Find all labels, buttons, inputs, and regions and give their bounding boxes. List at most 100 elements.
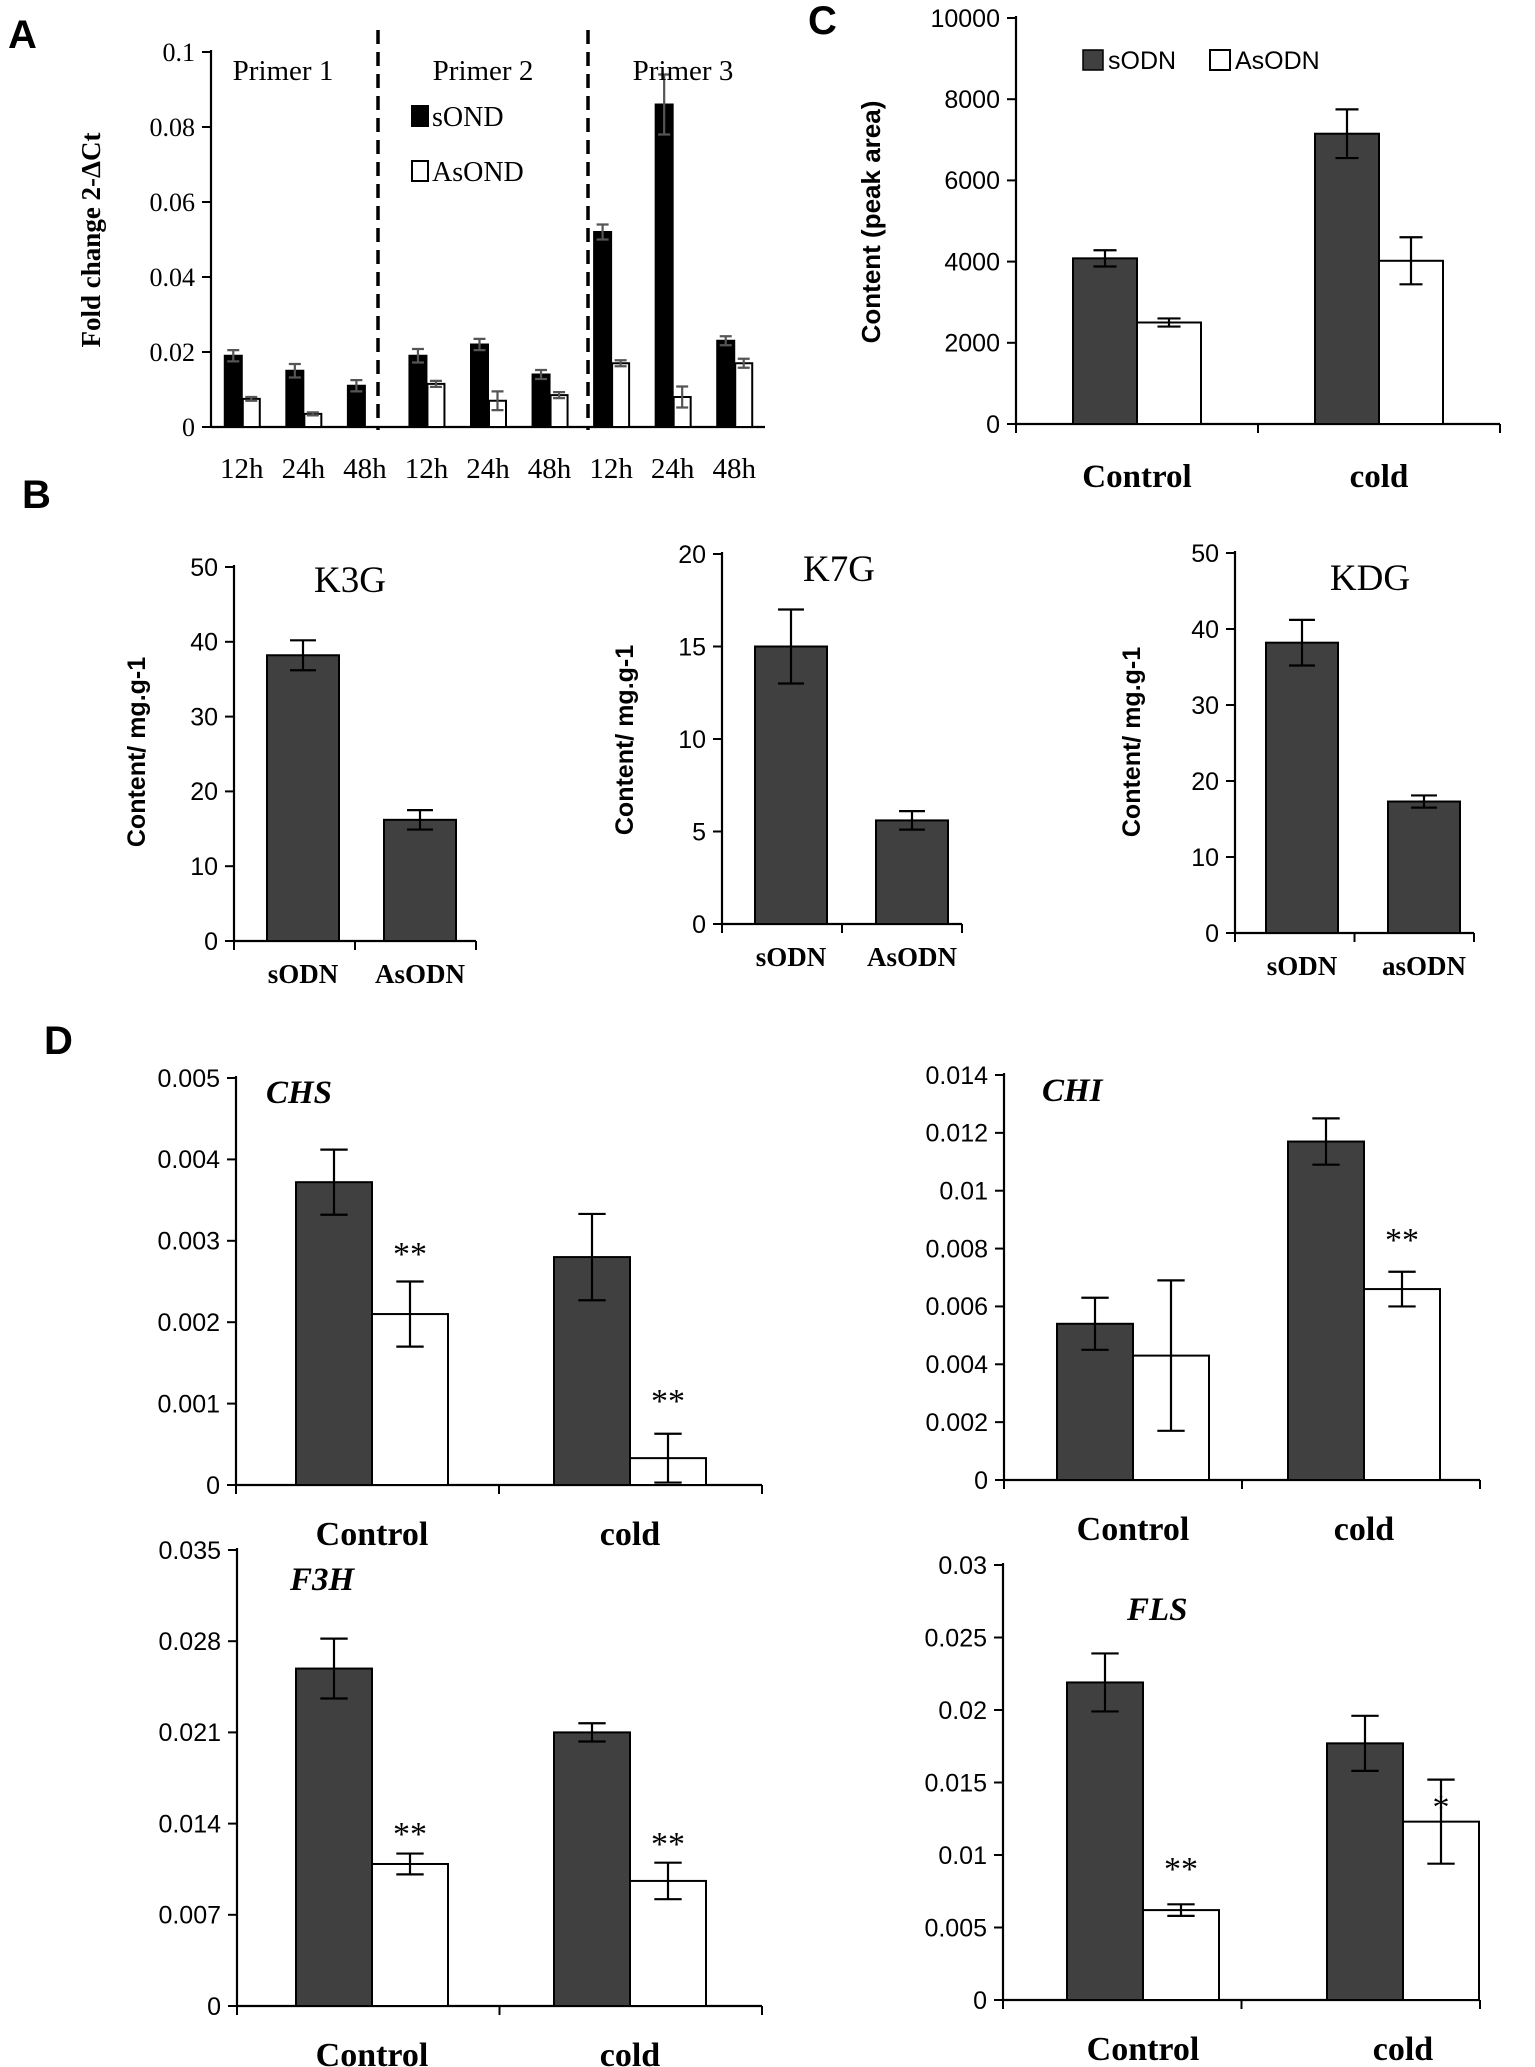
- y-tick-label: 0.03: [938, 1552, 987, 1580]
- y-tick-label: 4000: [944, 248, 1000, 276]
- bar-asodn: [371, 1862, 449, 2007]
- bar-sodn-error-bar: [1091, 1652, 1119, 1713]
- chart-b-k3g: 0 10 20 30 40 50 sODN AsODN K3G Content/ mg.g-1: [123, 554, 477, 989]
- y-tick-label: 0.005: [924, 1914, 987, 1942]
- y-tick-label: 0.006: [925, 1293, 988, 1321]
- y-tick-label: 0.012: [925, 1120, 988, 1148]
- x-tick-label: cold: [1350, 459, 1409, 495]
- y-tick-label: 0.007: [158, 1902, 221, 1930]
- bar-asodn-error-bar: [1157, 1279, 1185, 1432]
- chart-c-peak-area: 0 2000 4000 6000 8000 10000 Control cold sODN AsO…: [856, 5, 1501, 495]
- y-tick-label: 0: [973, 1987, 987, 2015]
- panel-label-c: C: [808, 0, 837, 43]
- y-tick-label: 6000: [944, 167, 1000, 195]
- y-tick-label: 40: [1191, 616, 1219, 644]
- panel-label-b: B: [22, 473, 51, 517]
- y-tick-label: 0.004: [925, 1351, 988, 1379]
- x-tick-label: cold: [600, 1516, 661, 1553]
- y-tick-label: 0.014: [925, 1062, 988, 1090]
- y-tick-label: 10000: [930, 5, 1000, 33]
- y-tick-label: 0.06: [150, 188, 196, 217]
- chart-title: K3G: [314, 560, 386, 601]
- x-tick-label: Control: [1077, 1511, 1190, 1548]
- y-tick-label: 0.01: [938, 1842, 987, 1870]
- chart-b-k7g: 0 5 10 15 20 sODN AsODN K7G Content/ mg.g-1: [611, 541, 963, 972]
- x-tick-label: 12h: [405, 453, 449, 485]
- x-tick-label: 48h: [528, 453, 572, 485]
- bar-sond-error-bar: [411, 347, 424, 364]
- y-tick-label: 0: [207, 1993, 221, 2021]
- bar-asodn-error-bar: [1157, 317, 1181, 328]
- bar-sodn: [1287, 1140, 1365, 1482]
- chart-title: K7G: [803, 549, 875, 590]
- legend-swatch-sodn: [1082, 49, 1104, 71]
- y-tick-label: 30: [1191, 692, 1219, 720]
- bar-asodn-error-bar: [1411, 794, 1437, 809]
- bar-asond: [611, 362, 631, 428]
- legend-swatch-asond: [411, 160, 429, 182]
- y-tick-label: 0: [986, 411, 1000, 439]
- legend-label-sodn: sODN: [1108, 47, 1176, 75]
- y-tick-label: 30: [190, 703, 218, 731]
- y-tick-label: 8000: [944, 86, 1000, 114]
- y-tick-label: 15: [678, 633, 706, 661]
- chart-d-chi: 0 0.002 0.004 0.006 0.008 0.01 0.012 0.014 Contr…: [925, 1062, 1481, 1548]
- bar-sodn: [1072, 257, 1138, 425]
- bar-sodn-error-bar: [1335, 108, 1359, 160]
- x-tick-label: Control: [1087, 2031, 1200, 2067]
- bar-sodn: [295, 1181, 373, 1487]
- x-tick-label: 24h: [651, 453, 695, 485]
- bar-sond: [223, 354, 243, 428]
- bar-sond-error-bar: [719, 335, 732, 347]
- bar-sodn-error-bar: [778, 608, 804, 685]
- y-tick-label: 0.002: [157, 1309, 220, 1337]
- bar-asodn: [629, 1879, 707, 2007]
- bar-asodn-error-bar: [396, 1280, 424, 1348]
- bar-sodn-error-bar: [1093, 249, 1117, 268]
- bar-asond-error-bar: [245, 395, 258, 402]
- legend-swatch-asodn: [1209, 49, 1231, 71]
- bar-asodn-error-bar: [1388, 1270, 1416, 1308]
- bar-asond-error-bar: [306, 411, 319, 417]
- bar-sond: [531, 373, 551, 428]
- y-tick-label: 0.035: [158, 1537, 221, 1565]
- gene-title: CHI: [1042, 1073, 1104, 1109]
- bar-asodn-error-bar: [396, 1852, 424, 1876]
- bar-sodn-error-bar: [578, 1722, 606, 1743]
- legend-label-asond: AsOND: [432, 157, 524, 188]
- y-tick-label: 0.021: [158, 1719, 221, 1747]
- significance-mark: **: [1385, 1222, 1419, 1259]
- bar-sodn: [553, 1731, 631, 2008]
- bar-asodn-error-bar: [654, 1432, 682, 1484]
- bar-sond-error-bar: [288, 362, 301, 379]
- bar-sond-error-bar: [535, 368, 548, 381]
- bar-sodn: [754, 645, 828, 925]
- y-axis-title: Content/ mg.g-1: [123, 657, 151, 847]
- x-tick-label: 48h: [343, 453, 387, 485]
- y-tick-label: 0: [974, 1467, 988, 1495]
- y-tick-label: 0.003: [157, 1228, 220, 1256]
- bar-sodn: [295, 1667, 373, 2008]
- bar-sodn-error-bar: [578, 1212, 606, 1302]
- x-tick-label: sODN: [268, 959, 339, 989]
- y-tick-label: 0.04: [150, 263, 196, 292]
- y-tick-label: 0: [1205, 920, 1219, 948]
- legend-label-sond: sOND: [432, 102, 504, 133]
- y-tick-label: 0.01: [939, 1177, 988, 1205]
- y-tick-label: 20: [190, 778, 218, 806]
- bar-asodn-error-bar: [1167, 1903, 1195, 1917]
- significance-mark: *: [1433, 1789, 1450, 1826]
- bar-sodn-error-bar: [290, 639, 316, 672]
- bar-sond: [593, 231, 613, 428]
- chart-d-fls: 0 0.005 0.01 0.015 0.02 0.025 0.03 Control ** col…: [924, 1552, 1481, 2067]
- gene-title: F3H: [289, 1562, 356, 1598]
- y-axis-title: Fold change 2-ΔCt: [76, 133, 106, 348]
- bar-sodn: [1326, 1742, 1404, 2001]
- y-tick-label: 0: [182, 413, 195, 442]
- chart-d-chs: 0 0.001 0.002 0.003 0.004 0.005 Control ** cold *…: [157, 1065, 763, 1553]
- y-axis-title: Content/ mg.g-1: [611, 645, 639, 835]
- x-tick-label: Control: [316, 2037, 429, 2067]
- significance-mark: **: [1164, 1851, 1198, 1888]
- primer-group-label: Primer 2: [433, 55, 534, 87]
- y-tick-label: 10: [190, 853, 218, 881]
